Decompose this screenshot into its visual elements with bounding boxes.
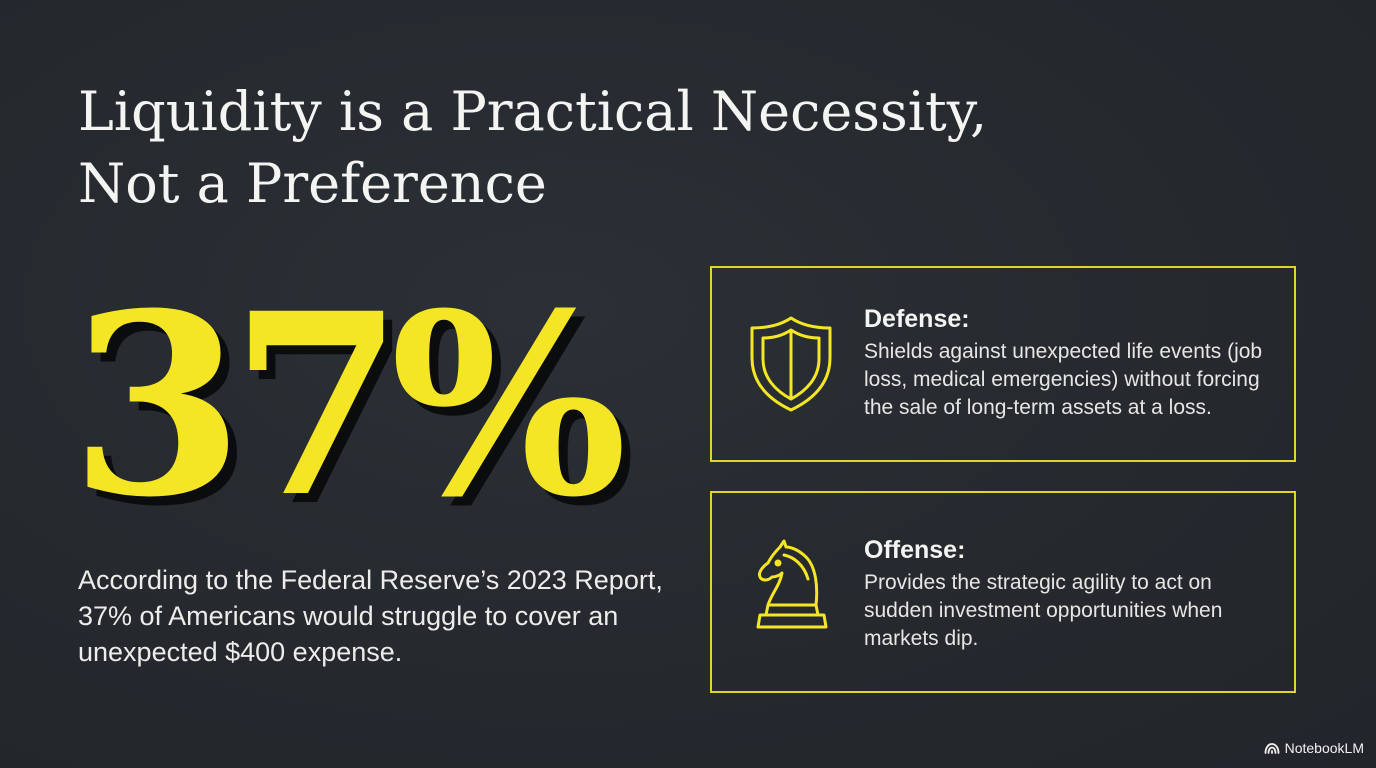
offense-body: Provides the strategic agility to act on…	[864, 571, 1223, 650]
headline-statistic: 37%	[70, 258, 627, 552]
notebooklm-logo-icon	[1264, 743, 1280, 754]
title-line-1: Liquidity is a Practical Necessity,	[78, 80, 988, 143]
brand-label: NotebookLM	[1284, 740, 1364, 756]
defense-body: Shields against unexpected life events (…	[864, 340, 1263, 419]
offense-card: Offense: Provides the strategic agility …	[710, 491, 1296, 693]
defense-heading: Defense:	[864, 305, 970, 333]
chess-knight-icon	[746, 537, 836, 637]
title-line-2: Not a Preference	[78, 152, 547, 215]
brand-watermark: NotebookLM	[1264, 740, 1364, 756]
statistic-description: According to the Federal Reserve’s 2023 …	[78, 565, 663, 667]
page-title: Liquidity is a Practical Necessity, Not …	[78, 76, 1178, 220]
shield-icon	[746, 314, 836, 414]
offense-heading: Offense:	[864, 536, 966, 564]
defense-card: Defense: Shields against unexpected life…	[710, 266, 1296, 462]
